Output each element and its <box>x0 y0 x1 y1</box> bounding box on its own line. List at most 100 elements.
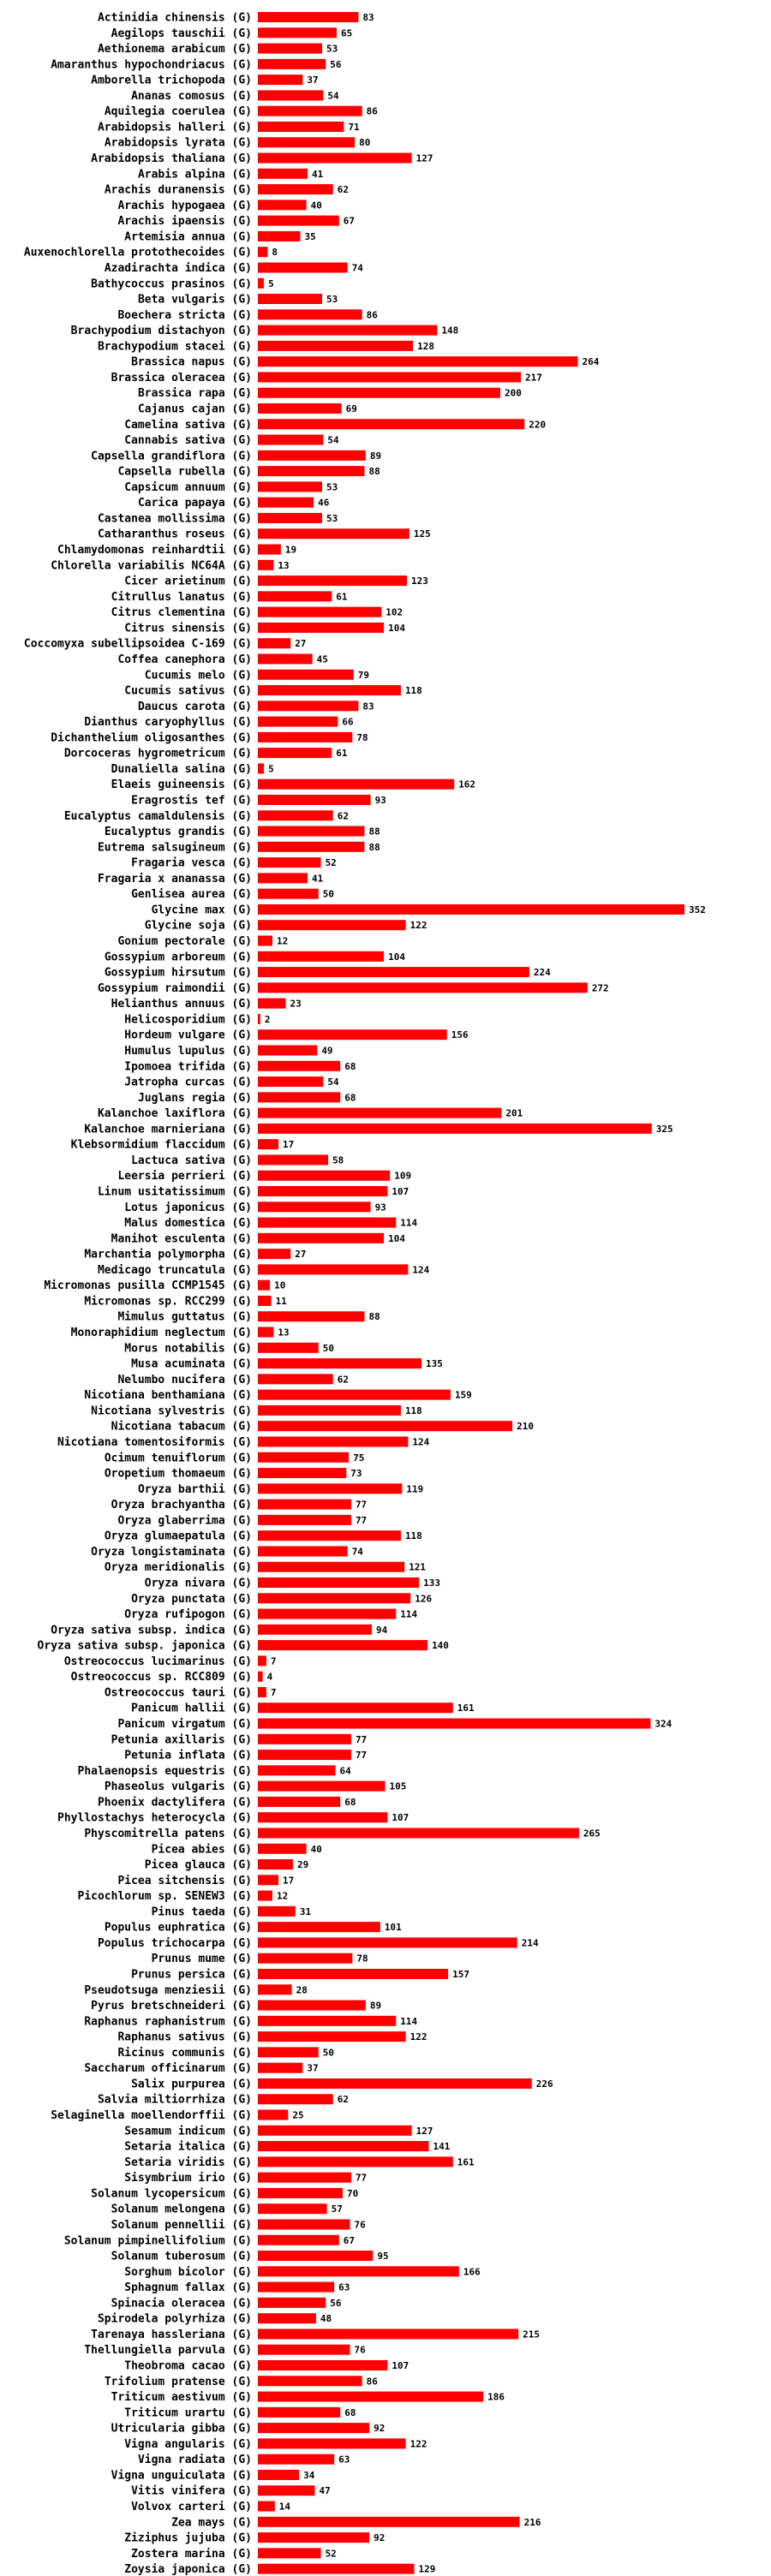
bar <box>258 1922 380 1933</box>
category-label: Gonium pectorale (G) <box>117 935 252 948</box>
value-label: 122 <box>410 2438 427 2449</box>
category-label: Oryza glumaepatula (G) <box>105 1530 252 1543</box>
value-label: 125 <box>414 528 431 540</box>
bar <box>258 1342 319 1353</box>
value-label: 49 <box>321 1045 332 1056</box>
category-label: Leersia perrieri (G) <box>117 1170 252 1183</box>
category-label: Jatropha curcas (G) <box>124 1076 252 1089</box>
bar <box>258 748 332 759</box>
bar <box>258 1593 411 1604</box>
bar <box>258 1404 401 1416</box>
value-label: 101 <box>385 1922 402 1933</box>
bar <box>258 1937 517 1948</box>
value-label: 52 <box>326 857 337 868</box>
bar <box>258 1640 428 1651</box>
category-label: Gossypium arboreum (G) <box>105 951 252 963</box>
bar <box>258 1170 391 1181</box>
value-label: 34 <box>303 2470 315 2481</box>
value-label: 10 <box>274 1280 285 1291</box>
bar <box>258 1577 420 1588</box>
bar <box>258 2376 362 2387</box>
value-label: 50 <box>323 2047 334 2058</box>
value-label: 86 <box>367 106 379 117</box>
bar <box>258 152 412 164</box>
category-label: Solanum pennellii (G) <box>111 2219 252 2232</box>
category-label: Raphanus sativus (G) <box>117 2031 252 2044</box>
value-label: 31 <box>300 1906 312 1917</box>
category-label: Eutrema salsugineum (G) <box>98 841 252 854</box>
bar <box>258 1107 502 1118</box>
value-label: 29 <box>297 1859 308 1870</box>
value-label: 88 <box>369 466 380 477</box>
bar <box>258 1796 341 1807</box>
value-label: 27 <box>295 638 306 649</box>
value-label: 14 <box>279 2501 291 2513</box>
category-label: Vigna angularis (G) <box>124 2438 252 2451</box>
bar <box>258 669 354 680</box>
bar <box>258 230 301 242</box>
value-label: 56 <box>330 59 342 70</box>
value-label: 66 <box>342 717 354 728</box>
value-label: 122 <box>410 2031 427 2042</box>
bar <box>258 2516 520 2527</box>
bar <box>258 685 401 696</box>
bar <box>258 2266 459 2277</box>
bar <box>258 2501 275 2512</box>
bar <box>258 857 321 868</box>
value-label: 124 <box>412 1436 429 1447</box>
value-label: 12 <box>277 1891 288 1902</box>
bar <box>258 12 359 22</box>
value-label: 135 <box>426 1358 443 1369</box>
category-label: Brachypodium distachyon (G) <box>71 325 252 337</box>
value-label: 104 <box>388 623 405 634</box>
category-label: Helicosporidium (G) <box>124 1013 252 1026</box>
value-label: 126 <box>415 1593 432 1604</box>
bar <box>258 105 362 116</box>
value-label: 352 <box>689 904 706 915</box>
value-label: 23 <box>290 999 302 1010</box>
value-label: 216 <box>524 2517 541 2528</box>
value-label: 50 <box>323 889 334 900</box>
category-label: Genlisea aurea (G) <box>131 888 252 901</box>
category-label: Phyllostachys heterocycla (G) <box>57 1812 252 1825</box>
bar <box>258 888 319 899</box>
value-label: 61 <box>336 591 348 602</box>
value-label: 166 <box>463 2266 481 2277</box>
bar <box>258 262 348 273</box>
category-label: Malus domestica (G) <box>124 1217 252 1230</box>
category-label: Azadirachta indica (G) <box>105 262 252 275</box>
value-label: 68 <box>344 2407 356 2418</box>
value-label: 50 <box>323 1343 334 1354</box>
bar <box>258 1264 409 1275</box>
category-label: Oryza punctata (G) <box>131 1593 252 1606</box>
category-label: Carica papaya (G) <box>138 497 252 510</box>
category-label: Dorcoceras hygrometricum (G) <box>64 748 252 760</box>
value-label: 65 <box>341 27 352 39</box>
value-label: 52 <box>326 2548 337 2559</box>
category-label: Ipomoea trifida (G) <box>124 1060 252 1073</box>
category-label: Marchantia polymorpha (G) <box>84 1249 252 1261</box>
category-label: Arabidopsis lyrata (G) <box>105 137 252 150</box>
value-label: 68 <box>344 1092 356 1103</box>
value-label: 226 <box>536 2078 553 2090</box>
category-label: Oryza glaberrima (G) <box>117 1514 252 1527</box>
category-label: Gossypium raimondii (G) <box>98 982 252 995</box>
value-label: 86 <box>367 309 379 320</box>
value-label: 71 <box>348 122 360 133</box>
category-label: Capsicum annuum (G) <box>124 481 252 494</box>
category-label: Solanum pimpinellifolium (G) <box>64 2234 252 2247</box>
category-label: Volvox carteri (G) <box>131 2501 252 2513</box>
bar <box>258 935 272 946</box>
value-label: 86 <box>367 2376 379 2387</box>
value-label: 79 <box>358 670 369 681</box>
value-label: 148 <box>441 325 458 337</box>
bar <box>258 1249 291 1260</box>
category-label: Tarenaya hassleriana (G) <box>91 2329 252 2341</box>
bar <box>258 1905 296 1917</box>
category-label: Phaseolus vulgaris (G) <box>105 1780 252 1793</box>
value-label: 157 <box>452 1969 469 1980</box>
bar <box>258 2485 315 2496</box>
category-label: Coffea canephora (G) <box>117 653 252 666</box>
category-label: Brassica napus (G) <box>131 356 252 369</box>
bar <box>258 967 529 978</box>
